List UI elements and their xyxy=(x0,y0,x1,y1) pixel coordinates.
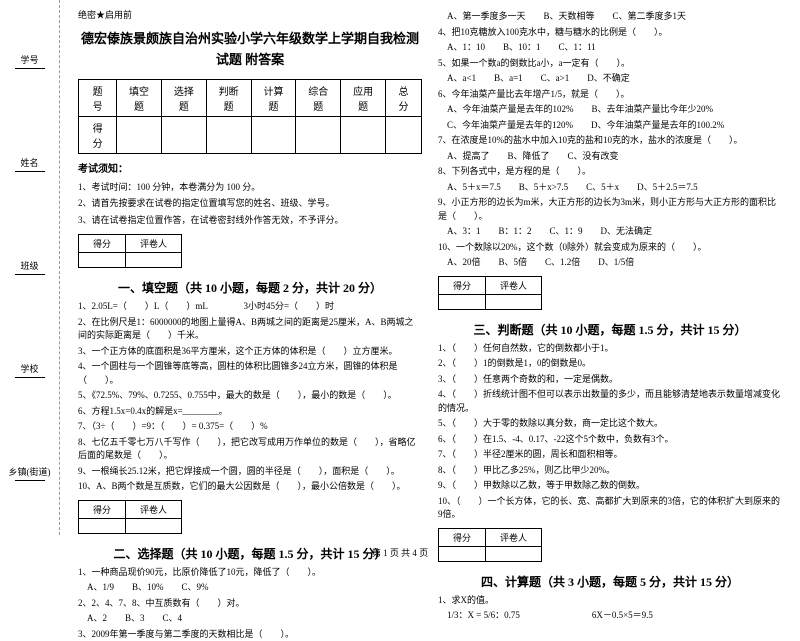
th-total: 总分 xyxy=(386,79,422,116)
q3-7: 7、（ ）半径2厘米的圆，周长和面积相等。 xyxy=(438,448,782,462)
page-footer: 第 1 页 共 4 页 xyxy=(0,546,800,559)
label-town: 乡镇(街道) xyxy=(9,465,51,478)
th-choice: 选择题 xyxy=(161,79,206,116)
score-box-2: 得分评卷人 xyxy=(78,500,182,534)
q1-7: 7、（3÷（ ）=9：（ ）= 0.375=（ ）% xyxy=(78,420,422,434)
th-num: 题 号 xyxy=(79,79,117,116)
q2-4o: A、1：10 B、10：1 C、1：11 xyxy=(438,41,782,55)
q2-4: 4、把10克糖放入100克水中，糖与糖水的比例是（ ）。 xyxy=(438,26,782,40)
field-town: 乡镇(街道) xyxy=(9,465,51,483)
label-name: 姓名 xyxy=(15,156,45,169)
exam-title: 德宏傣族景颇族自治州实验小学六年级数学上学期自我检测试题 附答案 xyxy=(78,29,422,71)
q1-1: 1、2.05L=（ ）L（ ）mL 3小时45分=（ ）时 xyxy=(78,300,422,314)
q1-3: 3、一个正方体的底面积是36平方厘米，这个正方体的体积是（ ）立方厘米。 xyxy=(78,345,422,359)
q2-1o: A、1/9 B、10% C、9% xyxy=(78,581,422,595)
q4-1b: 1/3：X = 5/6：0.75 6X－0.5×5＝9.5 xyxy=(438,609,782,623)
q2-10: 10、一个数除以20%，这个数（0除外）就会变成为原来的（ ）。 xyxy=(438,241,782,255)
label-class: 班级 xyxy=(15,259,45,272)
field-school: 学校 xyxy=(15,362,45,380)
score-box-3: 得分评卷人 xyxy=(438,276,542,310)
field-class: 班级 xyxy=(15,259,45,277)
q2-6o1: A、今年油菜产量是去年的102% B、去年油菜产量比今年少20% xyxy=(438,103,782,117)
q2-9o: A、3：1 B：1：2 C、1：9 D、无法确定 xyxy=(438,225,782,239)
q3-6: 6、（ ）在1.5、-4、0.17、-22这个5个数中，负数有3个。 xyxy=(438,433,782,447)
q2-5o: A、a<1 B、a=1 C、a>1 D、不确定 xyxy=(438,72,782,86)
q2-2: 2、2、4、7、8、中互质数有（ ）对。 xyxy=(78,597,422,611)
q2-9: 9、小正方形的边长为m米，大正方形的边长为3m米，则小正方形与大正方形的面积比是… xyxy=(438,196,782,223)
q2-3: 3、2009年第一季度与第二季度的天数相比是（ ）。 xyxy=(78,628,422,641)
section-1-title: 一、填空题（共 10 小题，每题 2 分，共计 20 分） xyxy=(78,279,422,296)
td-score-label: 得 分 xyxy=(79,116,117,153)
q1-9: 9、一根绳长25.12米，把它焊接成一个圆，圆的半径是（ ），面积是（ ）。 xyxy=(78,465,422,479)
q2-8: 8、下列各式中，是方程的是（ ）。 xyxy=(438,165,782,179)
main-content: 绝密★启用前 德宏傣族景颇族自治州实验小学六年级数学上学期自我检测试题 附答案 … xyxy=(60,0,800,535)
q3-8: 8、（ ）甲比乙多25%，则乙比甲少20%。 xyxy=(438,464,782,478)
q1-5: 5、《72.5%、79%、0.7255、0.755中，最大的数是（ ），最小的数… xyxy=(78,389,422,403)
q2-7o: A、提高了 B、降低了 C、没有改变 xyxy=(438,150,782,164)
q3-10: 10、（ ）一个长方体，它的长、宽、高都扩大到原来的3倍，它的体积扩大到原来的9… xyxy=(438,495,782,522)
q2-3o: A、第一季度多一天 B、天数相等 C、第二季度多1天 xyxy=(438,10,782,24)
q3-5: 5、（ ）大于零的数除以真分数，商一定比这个数大。 xyxy=(438,417,782,431)
notice-1: 1、考试时间：100 分钟，本卷满分为 100 分。 xyxy=(78,181,422,194)
section-3-title: 三、判断题（共 10 小题，每题 1.5 分，共计 15 分） xyxy=(438,321,782,338)
q4-1: 1、求X的值。 xyxy=(438,594,782,608)
field-student-id: 学号 xyxy=(15,53,45,71)
th-comp: 综合题 xyxy=(296,79,341,116)
score-box-1: 得分评卷人 xyxy=(78,234,182,268)
q1-2: 2、在比例尺是1：6000000的地图上量得A、B两城之间的距离是25厘米，A、… xyxy=(78,316,422,343)
binding-margin: 学号 姓名 班级 学校 乡镇(街道) xyxy=(0,0,60,535)
q2-10o: A、20倍 B、5倍 C、1.2倍 D、1/5倍 xyxy=(438,256,782,270)
notice-title: 考试须知： xyxy=(78,160,422,175)
field-name: 姓名 xyxy=(15,156,45,174)
q2-6: 6、今年油菜产量比去年增产1/5，就是（ ）。 xyxy=(438,88,782,102)
q1-4: 4、一个圆柱与一个圆锥等底等高，圆柱的体积比圆锥多24立方米，圆锥的体积是（ ）… xyxy=(78,360,422,387)
q1-6: 6、方程1.5x=0.4x的解是x=________。 xyxy=(78,405,422,419)
right-column: A、第一季度多一天 B、天数相等 C、第二季度多1天 4、把10克糖放入100克… xyxy=(430,8,790,527)
q3-4: 4、（ ）折线统计图不但可以表示出数量的多少，而且能够清楚地表示数量增减变化的情… xyxy=(438,388,782,415)
score-table: 题 号 填空题 选择题 判断题 计算题 综合题 应用题 总分 得 分 xyxy=(78,79,422,154)
th-app: 应用题 xyxy=(341,79,386,116)
q2-7: 7、在浓度是10%的盐水中加入10克的盐和10克的水，盐水的浓度是（ ）。 xyxy=(438,134,782,148)
q2-2o: A、2 B、3 C、4 xyxy=(78,612,422,626)
left-column: 绝密★启用前 德宏傣族景颇族自治州实验小学六年级数学上学期自我检测试题 附答案 … xyxy=(70,8,430,527)
q3-2: 2、（ ）1的倒数是1，0的倒数是0。 xyxy=(438,357,782,371)
label-school: 学校 xyxy=(15,362,45,375)
notice-3: 3、请在试卷指定位置作答，在试卷密封线外作答无效，不予评分。 xyxy=(78,214,422,227)
q1-8: 8、七亿五千零七万八千写作（ ），把它改写成用万作单位的数是（ ），省略亿后面的… xyxy=(78,436,422,463)
th-fill: 填空题 xyxy=(117,79,162,116)
section-4-title: 四、计算题（共 3 小题，每题 5 分，共计 15 分） xyxy=(438,573,782,590)
q3-3: 3、（ ）任意两个奇数的和，一定是偶数。 xyxy=(438,373,782,387)
secret-tag: 绝密★启用前 xyxy=(78,8,422,21)
q2-8o: A、5＋x＝7.5 B、5＋x>7.5 C、5＋x D、5＋2.5＝7.5 xyxy=(438,181,782,195)
label-student-id: 学号 xyxy=(15,53,45,66)
th-calc: 计算题 xyxy=(251,79,296,116)
q2-6o2: C、今年油菜产量是去年的120% D、今年油菜产量是去年的100.2% xyxy=(438,119,782,133)
q3-9: 9、（ ）甲数除以乙数，等于甲数除乙数的倒数。 xyxy=(438,479,782,493)
q2-1: 1、一种商品现价90元，比原价降低了10元，降低了（ ）。 xyxy=(78,566,422,580)
q2-5: 5、如果一个数a的倒数比a小，a一定有（ ）。 xyxy=(438,57,782,71)
q3-1: 1、（ ）任何自然数，它的倒数都小于1。 xyxy=(438,342,782,356)
q1-10: 10、A、B两个数是互质数，它们的最大公因数是（ ），最小公倍数是（ ）。 xyxy=(78,480,422,494)
notice-2: 2、请首先按要求在试卷的指定位置填写您的姓名、班级、学号。 xyxy=(78,197,422,210)
th-judge: 判断题 xyxy=(206,79,251,116)
